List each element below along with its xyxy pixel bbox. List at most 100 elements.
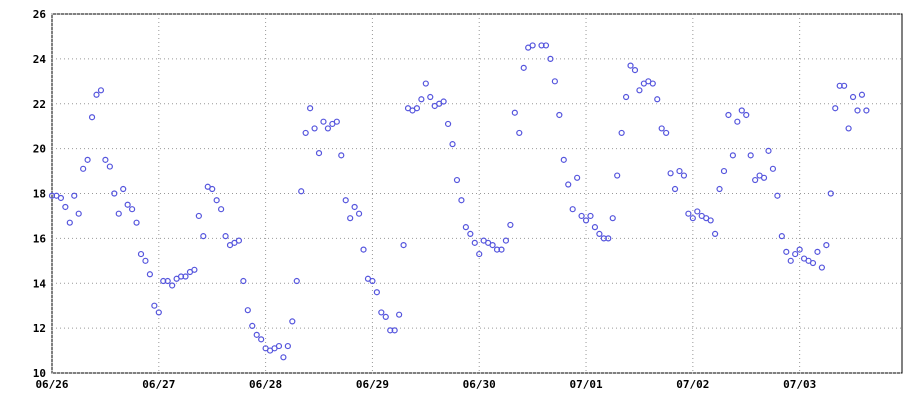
x-tick-label: 06/26 [35,378,68,391]
data-point [854,107,861,114]
data-point [355,210,363,217]
data-point [832,105,839,112]
data-point [222,233,229,240]
data-point [440,98,447,105]
data-point [298,188,305,195]
data-point [760,174,768,181]
data-point [796,246,803,253]
data-point [818,264,825,271]
data-point [62,203,69,211]
data-point [694,208,701,215]
data-point [529,42,536,49]
data-point [84,156,91,163]
data-point [462,224,469,231]
data-point [596,230,603,237]
x-tick-label: 06/27 [142,378,175,391]
data-point [235,237,243,244]
data-point [778,233,785,240]
data-point [396,311,403,318]
data-point [792,250,799,258]
data-point [765,147,772,154]
y-tick-label: 20 [33,143,46,156]
data-point [787,257,794,264]
x-tick-label: 06/30 [463,378,496,391]
data-point [164,277,171,285]
data-point [360,246,367,253]
data-point [747,152,754,159]
data-point [311,125,318,132]
data-point [676,167,683,175]
data-point [685,210,692,217]
data-point [734,118,741,125]
data-point [849,93,857,101]
data-point [391,327,398,334]
data-point [743,111,750,119]
data-point [609,215,616,222]
data-point [200,233,207,240]
data-point [783,248,790,255]
data-point [574,174,581,181]
data-point [315,150,323,157]
data-point [658,125,665,132]
data-point [97,87,105,94]
data-point [752,176,759,184]
data-point [618,129,625,137]
data-point [293,277,300,285]
x-tick-label: 07/02 [676,378,709,391]
data-point [680,172,688,179]
data-point [137,250,145,258]
data-point [556,111,563,119]
data-point [631,66,639,74]
data-point [587,212,594,220]
x-tick-label: 06/29 [356,378,389,391]
data-point [663,129,670,137]
data-point [93,91,100,98]
data-point [400,242,407,249]
data-point [129,206,136,213]
data-point [711,230,719,237]
data-point [636,87,643,94]
data-point [689,215,696,222]
data-point [520,64,527,71]
data-point [209,185,216,193]
data-point [547,55,554,62]
data-point [502,237,510,244]
data-point [142,257,149,264]
data-point [249,322,256,329]
data-point [516,129,523,137]
data-point [444,120,452,128]
data-point [320,118,327,125]
data-point [284,342,291,350]
data-point [378,309,385,316]
data-point [507,221,514,229]
data-point [453,176,461,184]
data-point [258,336,265,343]
data-point [342,197,349,204]
data-point [373,289,380,296]
data-point [413,105,421,112]
data-point [565,181,572,188]
data-point [333,118,340,125]
data-point [725,111,732,119]
x-tick-label: 07/01 [569,378,602,391]
data-point [427,93,434,101]
data-point [240,277,247,285]
data-point [351,203,358,211]
data-point [151,302,158,309]
data-point [827,190,834,197]
data-point [845,125,852,132]
data-point [369,277,376,285]
data-point [307,105,314,112]
y-tick-label: 24 [33,53,47,66]
data-point [120,185,127,193]
y-tick-label: 10 [33,367,46,380]
data-point [124,201,131,208]
data-point [738,107,745,114]
data-point [449,141,456,148]
data-point [560,156,567,163]
data-point [302,129,309,137]
data-point [627,62,634,69]
data-point [569,206,576,213]
data-point [75,210,82,217]
x-tick-label: 07/03 [783,378,816,391]
